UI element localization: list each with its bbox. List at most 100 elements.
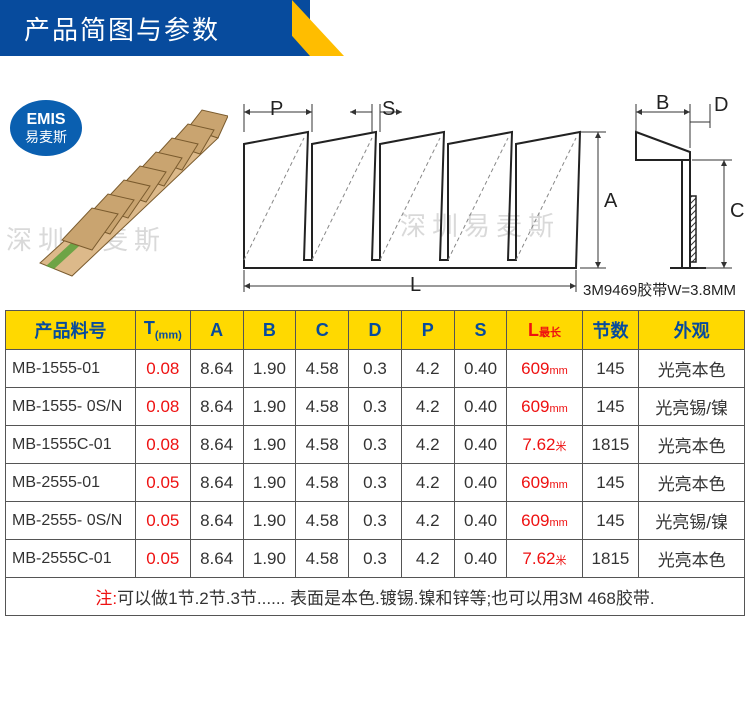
cell-b: 1.90 xyxy=(243,540,296,578)
cell-t: 0.05 xyxy=(135,464,190,502)
technical-drawing-side xyxy=(628,98,744,298)
dim-label-p: P xyxy=(270,98,283,121)
cell-t: 0.08 xyxy=(135,350,190,388)
cell-seg: 1815 xyxy=(582,426,639,464)
cell-b: 1.90 xyxy=(243,426,296,464)
cell-pn: MB-2555-01 xyxy=(6,464,136,502)
cell-d: 0.3 xyxy=(349,388,402,426)
cell-p: 4.2 xyxy=(401,502,454,540)
table-row: MB-2555- 0S/N0.058.641.904.580.34.20.406… xyxy=(6,502,745,540)
cell-s: 0.40 xyxy=(454,502,507,540)
cell-d: 0.3 xyxy=(349,464,402,502)
cell-pn: MB-2555- 0S/N xyxy=(6,502,136,540)
table-row: MB-2555C-010.058.641.904.580.34.20.407.6… xyxy=(6,540,745,578)
cell-l: 609mm xyxy=(507,464,582,502)
cell-b: 1.90 xyxy=(243,502,296,540)
cell-seg: 145 xyxy=(582,464,639,502)
cell-app: 光亮锡/镍 xyxy=(639,502,745,540)
cell-t: 0.05 xyxy=(135,502,190,540)
cell-s: 0.40 xyxy=(454,350,507,388)
cell-d: 0.3 xyxy=(349,350,402,388)
cell-c: 4.58 xyxy=(296,502,349,540)
cell-t: 0.05 xyxy=(135,540,190,578)
cell-s: 0.40 xyxy=(454,388,507,426)
cell-a: 8.64 xyxy=(190,388,243,426)
cell-l: 609mm xyxy=(507,350,582,388)
cell-d: 0.3 xyxy=(349,502,402,540)
cell-c: 4.58 xyxy=(296,464,349,502)
th-l: L最长 xyxy=(507,311,582,350)
cell-d: 0.3 xyxy=(349,426,402,464)
cell-app: 光亮本色 xyxy=(639,426,745,464)
th-app: 外观 xyxy=(639,311,745,350)
tape-note: 3M9469胶带W=3.8MM xyxy=(583,279,736,300)
table-row: MB-1555- 0S/N0.088.641.904.580.34.20.406… xyxy=(6,388,745,426)
header-blue-triangle xyxy=(260,0,310,56)
cell-app: 光亮本色 xyxy=(639,464,745,502)
technical-drawing-front xyxy=(234,98,618,298)
cell-b: 1.90 xyxy=(243,388,296,426)
cell-l: 7.62米 xyxy=(507,540,582,578)
spec-table: 产品料号 T(mm) A B C D P S L最长 节数 外观 MB-1555… xyxy=(5,310,745,616)
dim-label-s: S xyxy=(382,98,395,121)
cell-app: 光亮本色 xyxy=(639,540,745,578)
cell-p: 4.2 xyxy=(401,426,454,464)
table-note-row: 注:可以做1节.2节.3节...... 表面是本色.镀锡.镍和锌等;也可以用3M… xyxy=(6,578,745,616)
th-seg: 节数 xyxy=(582,311,639,350)
cell-s: 0.40 xyxy=(454,540,507,578)
th-c: C xyxy=(296,311,349,350)
cell-pn: MB-2555C-01 xyxy=(6,540,136,578)
cell-l: 7.62米 xyxy=(507,426,582,464)
cell-a: 8.64 xyxy=(190,540,243,578)
cell-p: 4.2 xyxy=(401,464,454,502)
cell-pn: MB-1555C-01 xyxy=(6,426,136,464)
cell-app: 光亮本色 xyxy=(639,350,745,388)
cell-a: 8.64 xyxy=(190,464,243,502)
th-s: S xyxy=(454,311,507,350)
cell-a: 8.64 xyxy=(190,426,243,464)
cell-pn: MB-1555- 0S/N xyxy=(6,388,136,426)
cell-p: 4.2 xyxy=(401,540,454,578)
th-b: B xyxy=(243,311,296,350)
section-header: 产品简图与参数 xyxy=(0,0,750,56)
th-a: A xyxy=(190,311,243,350)
cell-pn: MB-1555-01 xyxy=(6,350,136,388)
cell-b: 1.90 xyxy=(243,350,296,388)
table-header: 产品料号 T(mm) A B C D P S L最长 节数 外观 xyxy=(6,311,745,350)
cell-c: 4.58 xyxy=(296,388,349,426)
cell-s: 0.40 xyxy=(454,426,507,464)
table-row: MB-2555-010.058.641.904.580.34.20.40609m… xyxy=(6,464,745,502)
cell-t: 0.08 xyxy=(135,388,190,426)
cell-b: 1.90 xyxy=(243,464,296,502)
dim-label-a: A xyxy=(604,190,617,213)
th-t: T(mm) xyxy=(135,311,190,350)
header-title: 产品简图与参数 xyxy=(24,10,220,47)
cell-seg: 145 xyxy=(582,350,639,388)
cell-c: 4.58 xyxy=(296,540,349,578)
dim-label-c: C xyxy=(730,200,744,223)
cell-l: 609mm xyxy=(507,388,582,426)
cell-p: 4.2 xyxy=(401,388,454,426)
dim-label-b: B xyxy=(656,92,669,115)
dim-label-l: L xyxy=(410,274,421,297)
th-d: D xyxy=(349,311,402,350)
cell-l: 609mm xyxy=(507,502,582,540)
cell-t: 0.08 xyxy=(135,426,190,464)
cell-app: 光亮锡/镍 xyxy=(639,388,745,426)
cell-seg: 145 xyxy=(582,388,639,426)
cell-seg: 1815 xyxy=(582,540,639,578)
cell-d: 0.3 xyxy=(349,540,402,578)
th-pn: 产品料号 xyxy=(6,311,136,350)
table-note: 注:可以做1节.2节.3节...... 表面是本色.镀锡.镍和锌等;也可以用3M… xyxy=(6,578,745,616)
cell-c: 4.58 xyxy=(296,426,349,464)
th-p: P xyxy=(401,311,454,350)
cell-c: 4.58 xyxy=(296,350,349,388)
cell-p: 4.2 xyxy=(401,350,454,388)
table-row: MB-1555-010.088.641.904.580.34.20.40609m… xyxy=(6,350,745,388)
dim-label-d: D xyxy=(714,94,728,117)
diagram-area: EMIS 易麦斯 深圳易麦斯 深圳易麦斯 3M 3M xyxy=(0,56,750,306)
table-body: MB-1555-010.088.641.904.580.34.20.40609m… xyxy=(6,350,745,578)
product-3d-sketch: 3M 3M xyxy=(38,108,228,298)
cell-a: 8.64 xyxy=(190,350,243,388)
cell-s: 0.40 xyxy=(454,464,507,502)
